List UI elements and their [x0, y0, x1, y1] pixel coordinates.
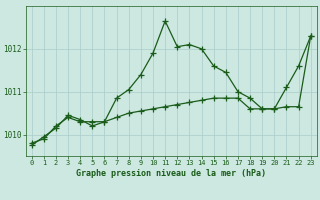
X-axis label: Graphe pression niveau de la mer (hPa): Graphe pression niveau de la mer (hPa)	[76, 169, 266, 178]
